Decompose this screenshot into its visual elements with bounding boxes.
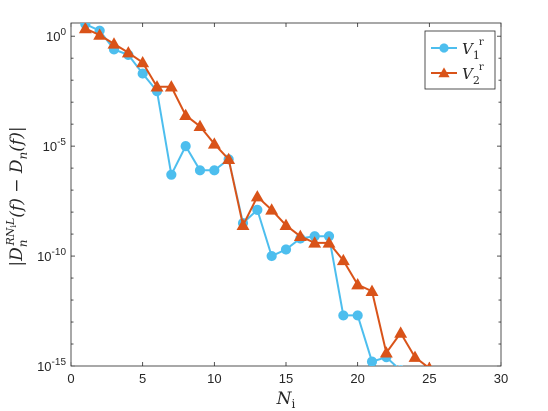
- y-tick-label: 10-10: [37, 247, 66, 264]
- y-tick-label: 100: [46, 27, 66, 44]
- x-tick-label: 0: [67, 371, 74, 386]
- series-1-point: [137, 68, 148, 79]
- x-tick-label: 25: [422, 371, 436, 386]
- series-2-point: [78, 23, 92, 34]
- series-1-point: [194, 165, 206, 176]
- series-2-point: [93, 28, 107, 40]
- series-2-point: [107, 37, 121, 49]
- series-2-point: [351, 278, 365, 290]
- x-tick-label: 20: [350, 371, 364, 386]
- series-group: [78, 23, 505, 411]
- legend-entry-1: V1r: [431, 37, 484, 62]
- y-tick-label: 10-5: [43, 137, 67, 154]
- series-2-point: [365, 284, 379, 296]
- x-tick-label: 30: [494, 371, 508, 386]
- series-2-point: [236, 218, 250, 230]
- series-2-line: [84, 27, 429, 366]
- legend-marker: [438, 67, 450, 78]
- series-2-point: [193, 119, 207, 132]
- series-2-point: [336, 253, 350, 266]
- series-1-point: [482, 394, 491, 403]
- series-2-point: [121, 46, 135, 58]
- series-2-point: [394, 326, 408, 338]
- x-axis-title: Ni: [276, 389, 296, 411]
- series-1-point: [180, 141, 191, 152]
- legend-marker: [439, 43, 449, 53]
- series-1-point: [468, 386, 477, 395]
- series-1-point: [266, 250, 277, 262]
- series-1-point: [280, 244, 292, 255]
- series-1-point: [166, 169, 177, 180]
- series-1-point: [496, 399, 505, 408]
- series-2-point: [150, 80, 164, 92]
- series-1-point: [453, 383, 462, 392]
- series-1-point: [410, 372, 419, 381]
- series-2-point: [408, 350, 422, 362]
- series-2-point: [452, 396, 463, 406]
- series-1-point: [366, 356, 378, 366]
- series-2-point: [279, 218, 293, 230]
- series-2-point: [293, 229, 307, 241]
- series-2-point: [322, 236, 336, 248]
- series-1-point: [252, 204, 263, 215]
- series-2-point: [222, 152, 236, 165]
- y-axis-title: |DnRNiL(f) − Dn(f)|: [4, 126, 30, 266]
- series-1-point: [398, 365, 404, 366]
- x-tick-label: 10: [207, 371, 221, 386]
- series-2-point: [379, 346, 393, 358]
- y-axis-title-group: |DnRNiL(f) − Dn(f)|: [4, 126, 30, 266]
- legend-box: [424, 30, 496, 90]
- series-2-point: [179, 108, 193, 121]
- legend-label: V2r: [462, 62, 484, 87]
- legend-label: V1r: [462, 37, 484, 62]
- series-2-point: [438, 378, 449, 388]
- series-2-point: [207, 137, 221, 149]
- series-2-point: [250, 190, 264, 202]
- x-tick-label: 5: [139, 371, 146, 386]
- series-2-point: [164, 80, 178, 92]
- series-2-point: [136, 55, 150, 68]
- series-1-point: [439, 383, 448, 392]
- series-1-point: [209, 165, 220, 176]
- series-2: [78, 23, 492, 411]
- series-1-point: [338, 310, 349, 321]
- series-2-point: [426, 361, 432, 366]
- series-2-point: [467, 402, 478, 411]
- series-1-point: [352, 310, 363, 321]
- legend-entry-2: V2r: [431, 62, 484, 87]
- series-2-point: [308, 236, 322, 248]
- series-2-point: [481, 404, 492, 411]
- series-2-point: [265, 203, 279, 215]
- y-tick-label: 10-15: [37, 357, 66, 374]
- x-tick-label: 15: [279, 371, 293, 386]
